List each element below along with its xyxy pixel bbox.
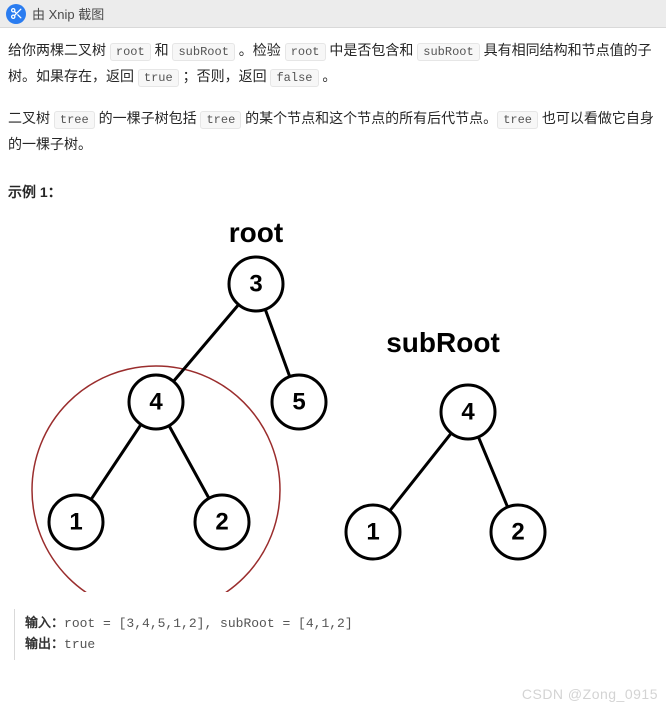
text: 和 [151, 42, 173, 58]
input-value: root = [3,4,5,1,2], subRoot = [4,1,2] [64, 616, 353, 631]
window-titlebar: 由 Xnip 截图 [0, 0, 666, 28]
svg-text:1: 1 [69, 508, 82, 535]
example-heading: 示例 1： [8, 182, 658, 202]
svg-text:2: 2 [511, 518, 524, 545]
svg-text:subRoot: subRoot [386, 327, 500, 358]
svg-text:4: 4 [149, 388, 163, 415]
svg-text:3: 3 [249, 270, 262, 297]
svg-text:root: root [229, 217, 283, 248]
code-tree: tree [200, 111, 241, 129]
text: 二叉树 [8, 110, 54, 126]
text: 的某个节点和这个节点的所有后代节点。 [241, 110, 497, 126]
watermark: CSDN @Zong_0915 [522, 686, 658, 702]
text: 中是否包含和 [326, 42, 418, 58]
code-subroot: subRoot [172, 43, 234, 61]
code-true: true [138, 69, 179, 87]
code-false: false [270, 69, 318, 87]
text: 。 [319, 68, 337, 84]
output-label: 输出： [25, 636, 64, 651]
output-value: true [64, 637, 95, 652]
text: 的一棵子树包括 [95, 110, 201, 126]
window-title: 由 Xnip 截图 [32, 4, 104, 23]
code-root: root [110, 43, 151, 61]
svg-text:4: 4 [461, 398, 475, 425]
code-subroot: subRoot [417, 43, 479, 61]
problem-paragraph-2: 二叉树 tree 的一棵子树包括 tree 的某个节点和这个节点的所有后代节点。… [8, 106, 658, 158]
input-label: 输入： [25, 615, 64, 630]
code-tree: tree [497, 111, 538, 129]
scissors-icon [6, 4, 26, 24]
example-output-line: 输出：true [25, 634, 648, 656]
code-root: root [285, 43, 326, 61]
example-io-box: 输入：root = [3,4,5,1,2], subRoot = [4,1,2]… [14, 609, 658, 661]
svg-text:2: 2 [215, 508, 228, 535]
tree-diagram: 3 4 5 1 2 4 1 2 root subRoot [8, 212, 658, 595]
svg-text:5: 5 [292, 388, 305, 415]
svg-text:1: 1 [366, 518, 379, 545]
tree-svg: 3 4 5 1 2 4 1 2 root subRoot [8, 212, 666, 592]
problem-paragraph-1: 给你两棵二叉树 root 和 subRoot 。检验 root 中是否包含和 s… [8, 38, 658, 90]
text: 给你两棵二叉树 [8, 42, 110, 58]
example-input-line: 输入：root = [3,4,5,1,2], subRoot = [4,1,2] [25, 613, 648, 635]
text: 。检验 [235, 42, 285, 58]
text: ；否则，返回 [179, 68, 271, 84]
content-area: 给你两棵二叉树 root 和 subRoot 。检验 root 中是否包含和 s… [0, 28, 666, 660]
code-tree: tree [54, 111, 95, 129]
